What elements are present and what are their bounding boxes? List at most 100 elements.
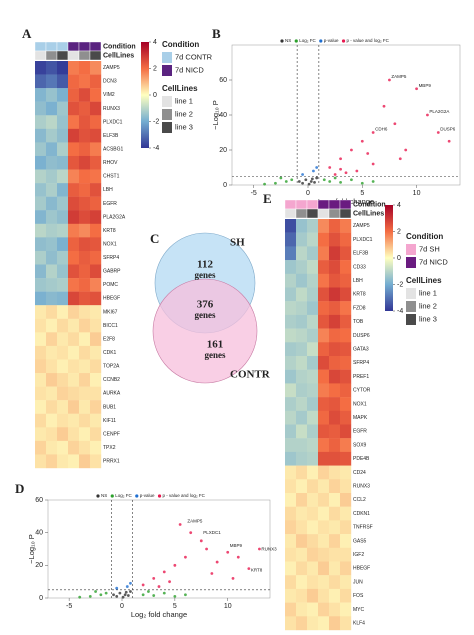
heatmap-cell — [79, 115, 91, 130]
point — [184, 593, 187, 597]
heatmap-cell — [329, 506, 341, 521]
gene-label: RUNX3 — [103, 106, 120, 112]
heatmap-cell — [35, 210, 47, 224]
plot-area — [47, 499, 271, 599]
heatmap-cell — [57, 128, 69, 143]
heatmap-cell — [35, 61, 47, 75]
legend-label: p-value — [140, 493, 155, 498]
heatmap-cell — [79, 318, 91, 333]
gene-label: SFRP4 — [103, 255, 119, 261]
heatmap-cell — [35, 400, 47, 414]
condition-cell — [67, 41, 80, 52]
legend-label: p - value and log₂ FC — [347, 38, 390, 43]
heatmap-cell — [285, 356, 297, 370]
heatmap-cell — [296, 534, 308, 548]
heatmap-cell — [318, 397, 330, 411]
heatmap-cell — [318, 246, 330, 261]
heatmap-cell — [307, 397, 319, 411]
gene-label: VIM2 — [103, 92, 115, 98]
heatmap-cell — [340, 438, 352, 453]
heatmap-cell — [68, 440, 80, 455]
scale-tick-label: 0 — [397, 255, 401, 262]
heatmap-cell — [35, 318, 47, 333]
point — [290, 178, 294, 182]
heatmap-cell — [79, 400, 91, 414]
legend-label: NS — [285, 38, 291, 43]
gene-label: JUN — [353, 579, 363, 585]
point — [333, 176, 337, 180]
heatmap-cell — [57, 155, 69, 170]
legend-swatch — [162, 96, 172, 107]
heatmap-cell — [90, 291, 102, 306]
heatmap-cell — [90, 305, 102, 319]
gene-label: CDKN1 — [353, 511, 370, 517]
point — [426, 113, 429, 117]
heatmap-cell — [35, 454, 47, 469]
heatmap-cell — [46, 155, 58, 170]
point — [436, 131, 440, 134]
scale-tick-label: 4 — [153, 39, 157, 46]
heatmap-cell — [329, 232, 341, 247]
point-annotation: DUSP6 — [440, 127, 456, 132]
heatmap-cell — [90, 115, 102, 130]
heatmap-cell — [318, 273, 330, 288]
heatmap-cell — [340, 314, 352, 329]
condition-cell — [284, 199, 297, 210]
region-count: 376 — [197, 299, 214, 311]
heatmap-cell — [68, 210, 80, 224]
heatmap-cell — [46, 169, 58, 184]
heatmap-cell — [340, 602, 352, 617]
legend-title: Condition — [162, 40, 199, 49]
heatmap-cell — [79, 183, 91, 197]
legend-label: 7d NICD — [419, 257, 448, 266]
heatmap-cell — [285, 314, 297, 329]
heatmap-cell — [318, 232, 330, 247]
point — [328, 166, 332, 169]
heatmap-cell — [285, 328, 297, 343]
heatmap-cell — [296, 397, 308, 411]
point-annotation: KRT8 — [251, 568, 263, 573]
point — [366, 152, 370, 155]
legend-label: NS — [101, 493, 107, 498]
gene-label: CCNB2 — [103, 377, 120, 383]
legend-swatch — [162, 109, 172, 120]
heatmap-cell — [68, 345, 80, 360]
heatmap-cell — [285, 465, 297, 480]
heatmap-cell — [318, 451, 330, 466]
point — [360, 139, 364, 143]
point — [274, 181, 277, 185]
scale-tick-label: -4 — [397, 308, 403, 315]
heatmap-cell — [79, 128, 91, 143]
heatmap-cell — [296, 232, 308, 247]
heatmap-cell — [46, 278, 58, 292]
heatmap-cell — [46, 183, 58, 197]
gene-label: LBH — [353, 278, 363, 284]
legend-label: line 1 — [419, 288, 437, 297]
heatmap-cell — [79, 427, 91, 442]
annotation-title: CellLines — [103, 52, 134, 59]
heatmap-cell — [285, 232, 297, 247]
heatmap-cell — [285, 520, 297, 535]
heatmap-cell — [35, 237, 47, 252]
scale-tick-label: 2 — [153, 65, 157, 72]
heatmap-cell — [307, 383, 319, 398]
heatmap-cell — [318, 219, 330, 233]
gene-label: E2F8 — [103, 336, 115, 342]
heatmap-cell — [90, 128, 102, 143]
point — [124, 590, 128, 594]
point-annotation: MBP9 — [230, 543, 243, 548]
heatmap-cell — [307, 287, 319, 302]
heatmap-cell — [296, 287, 308, 302]
point — [312, 169, 315, 173]
heatmap-cell — [318, 479, 330, 494]
heatmap-cell — [329, 424, 341, 439]
heatmap-cell — [329, 493, 341, 507]
panel-label: A — [22, 26, 32, 41]
heatmap-cell — [296, 328, 308, 343]
heatmap-cell — [79, 345, 91, 360]
heatmap-cell — [46, 454, 58, 469]
heatmap-cell — [329, 342, 341, 357]
legend-marker — [280, 39, 284, 43]
heatmap-cell — [90, 386, 102, 401]
heatmap-cell — [46, 427, 58, 442]
